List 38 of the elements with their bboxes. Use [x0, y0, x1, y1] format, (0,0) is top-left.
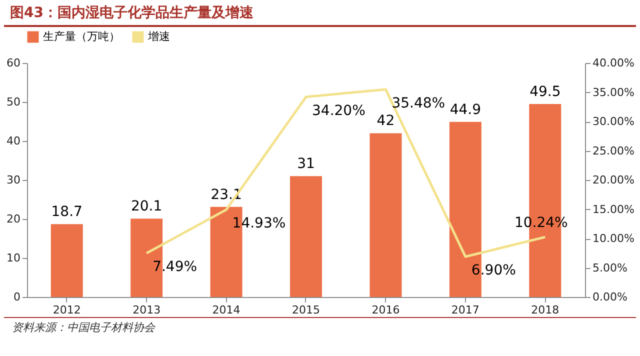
y2-tick-label: 40.00%	[592, 56, 634, 70]
text: 资料来源：中国电子材料协会	[4, 317, 636, 337]
y2-tick-label: 10.00%	[592, 232, 634, 245]
data-label: 35.48%	[392, 95, 446, 112]
y2-tick-label: 30.00%	[592, 115, 634, 128]
chart-title: 图43：国内湿电子化学品生产量及增速	[4, 0, 636, 27]
y-tick-label: 50	[6, 96, 20, 108]
y-tick-label: 40	[6, 134, 20, 148]
legend-label: 增速	[147, 30, 170, 43]
y2-tick-label: 15.00%	[592, 202, 634, 216]
bar	[370, 133, 402, 297]
x-tick-label: 2012	[52, 304, 81, 316]
y-tick-label: 60	[6, 56, 20, 70]
data-label: 18.7	[51, 204, 82, 220]
y2-tick-label: 5.00%	[592, 261, 628, 274]
data-label: 49.5	[530, 84, 561, 100]
x-tick-label: 2017	[451, 304, 480, 316]
y2-tick-label: 0.00%	[592, 290, 628, 304]
y-tick-label: 30	[6, 174, 20, 186]
data-label: 20.1	[130, 198, 162, 215]
data-label: 31	[297, 156, 315, 172]
bar	[50, 224, 83, 297]
y-tick-label: 20	[6, 212, 20, 226]
bar	[290, 176, 322, 297]
y2-tick-label: 20.00%	[592, 174, 634, 186]
y-tick-label: 0	[14, 290, 20, 304]
x-tick-label: 2016	[372, 304, 400, 316]
y2-tick-label: 25.00%	[592, 144, 634, 158]
x-tick-label: 2015	[292, 304, 320, 316]
x-tick-label: 2014	[212, 304, 240, 316]
data-label: 42	[376, 113, 395, 130]
x-tick-label: 2013	[132, 304, 161, 316]
data-label: 44.9	[450, 102, 482, 118]
legend-label: 生产量（万吨）	[43, 30, 120, 43]
y2-tick-label: 35.00%	[592, 86, 634, 99]
x-tick-label: 2018	[531, 304, 560, 316]
y-tick-label: 10	[6, 252, 20, 264]
data-label: 34.20%	[312, 102, 366, 119]
